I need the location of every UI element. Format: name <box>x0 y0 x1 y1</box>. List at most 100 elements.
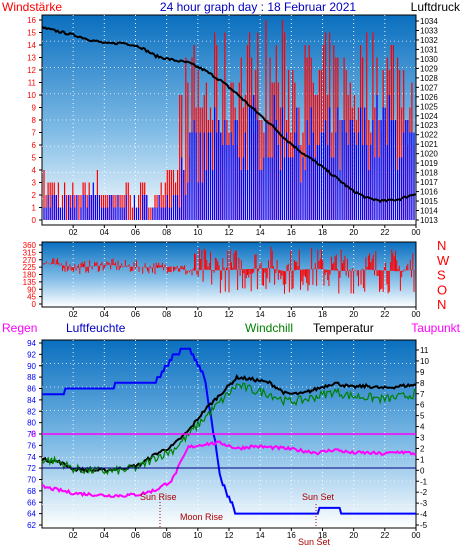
panel2-x-tick: 14 <box>256 310 265 319</box>
wind-speed-tick: 9 <box>32 104 37 113</box>
dewpoint-line <box>41 440 417 499</box>
wind-speed-tick: 1 <box>32 204 37 213</box>
panel1-x-tick: 08 <box>162 228 171 237</box>
wind-speed-tick: 16 <box>27 16 36 25</box>
pressure-tick: 1032 <box>420 36 438 45</box>
panel3-x-tick: 16 <box>287 531 296 540</box>
pressure-tick: 1022 <box>420 131 438 140</box>
pressure-tick: 1024 <box>420 112 438 121</box>
pressure-tick: 1033 <box>420 26 438 35</box>
humidity-tick: 64 <box>27 510 36 519</box>
compass-letter: N <box>437 297 446 312</box>
panel1-x-tick: 14 <box>256 228 265 237</box>
temperature-tick: -4 <box>420 510 428 519</box>
panel3-x-tick: 12 <box>225 531 234 540</box>
humidity-tick: 94 <box>27 339 36 348</box>
humidity-tick: 68 <box>27 487 36 496</box>
wind-speed-tick: 3 <box>32 179 37 188</box>
temperature-tick: 8 <box>420 379 425 388</box>
panel3-x-tick: 02 <box>69 531 78 540</box>
wind-direction-tick: 225 <box>23 263 37 272</box>
wind-direction-tick: 360 <box>23 241 37 250</box>
pressure-tick: 1018 <box>420 169 438 178</box>
temperature-tick: -5 <box>420 521 428 530</box>
temperature-tick: 4 <box>420 423 425 432</box>
panel1-x-tick: 10 <box>193 228 202 237</box>
wind-speed-tick: 2 <box>32 191 37 200</box>
pressure-tick: 1026 <box>420 93 438 102</box>
temperature-tick: 5 <box>420 412 425 421</box>
pressure-tick: 1028 <box>420 74 438 83</box>
panel3-x-tick: 04 <box>100 531 109 540</box>
wind-speed-tick: 15 <box>27 29 36 38</box>
humidity-tick: 62 <box>27 521 36 530</box>
humidity-tick: 76 <box>27 441 36 450</box>
temperature-tick: 10 <box>420 357 429 366</box>
humidity-tick: 90 <box>27 362 36 371</box>
panel3-x-tick: 20 <box>349 531 358 540</box>
panel3-x-tick: 14 <box>256 531 265 540</box>
pressure-tick: 1014 <box>420 207 438 216</box>
temperature-tick: 9 <box>420 368 425 377</box>
panel3-axis-ticks: 9492908886848280787674727068666462111098… <box>27 339 429 540</box>
temperature-tick: 0 <box>420 466 425 475</box>
regen-legend: Regen <box>2 321 37 335</box>
panel1-axis-ticks: 1615141312111098765432101034103310321031… <box>27 16 438 237</box>
humidity-tick: 66 <box>27 498 36 507</box>
wind-speed-tick: 11 <box>28 79 37 88</box>
sun-set-time-label: Sun Set <box>298 537 331 547</box>
humidity-tick: 70 <box>27 476 36 485</box>
pressure-tick: 1023 <box>420 121 438 130</box>
pressure-tick: 1017 <box>420 178 438 187</box>
pressure-tick: 1030 <box>420 55 438 64</box>
windchill-line <box>41 382 417 476</box>
wind-speed-tick: 7 <box>32 129 37 138</box>
panel1-x-tick: 22 <box>380 228 389 237</box>
humidity-tick: 72 <box>27 464 36 473</box>
temperature-tick: 7 <box>420 390 425 399</box>
panel2-x-tick: 20 <box>349 310 358 319</box>
regen-zero-tick: 0 <box>31 429 36 439</box>
wind-direction-tick: 270 <box>23 256 37 265</box>
wind-speed-tick: 4 <box>32 166 37 175</box>
panel2-x-tick: 06 <box>131 310 140 319</box>
panel1-x-tick: 12 <box>225 228 234 237</box>
pressure-tick: 1031 <box>420 45 438 54</box>
panel1-x-tick: 06 <box>131 228 140 237</box>
temperature-tick: -1 <box>420 477 428 486</box>
wind-direction-tick: 0 <box>32 300 37 309</box>
panel3-x-tick: 18 <box>318 531 327 540</box>
compass-letter: S <box>437 268 446 283</box>
panel2-x-tick: 08 <box>162 310 171 319</box>
luftfeuchte-legend: Luftfeuchte <box>66 321 126 335</box>
panel3-x-tick: 00 <box>412 531 421 540</box>
humidity-tick: 86 <box>27 385 36 394</box>
compass-letter: W <box>437 253 450 268</box>
wind-direction-tick: 180 <box>23 271 37 280</box>
pressure-tick: 1029 <box>420 64 438 73</box>
panel1-x-tick: 18 <box>318 228 327 237</box>
temperature-tick: 6 <box>420 401 425 410</box>
compass-letter: O <box>437 282 447 297</box>
wind-speed-tick: 5 <box>32 154 37 163</box>
wind-direction-trace <box>43 246 415 294</box>
pressure-tick: 1016 <box>420 188 438 197</box>
wind-direction-tick: 90 <box>27 285 36 294</box>
temperature-tick: -3 <box>420 499 428 508</box>
pressure-tick: 1019 <box>420 159 438 168</box>
windchill-legend: Windchill <box>245 321 293 335</box>
temperature-line <box>41 373 417 474</box>
luftdruck-label: Luftdruck <box>411 0 461 14</box>
sun-rise-label: Sun Rise <box>140 492 177 502</box>
temperature-tick: 1 <box>420 455 425 464</box>
wind-speed-tick: 0 <box>32 216 37 225</box>
pressure-tick: 1015 <box>420 197 438 206</box>
sun-set-label: Sun Set <box>302 492 335 502</box>
panel1-x-tick: 00 <box>412 228 421 237</box>
panel1-x-tick: 16 <box>287 228 296 237</box>
pressure-tick: 1034 <box>420 17 438 26</box>
humidity-tick: 88 <box>27 373 36 382</box>
panel2-x-tick: 04 <box>100 310 109 319</box>
